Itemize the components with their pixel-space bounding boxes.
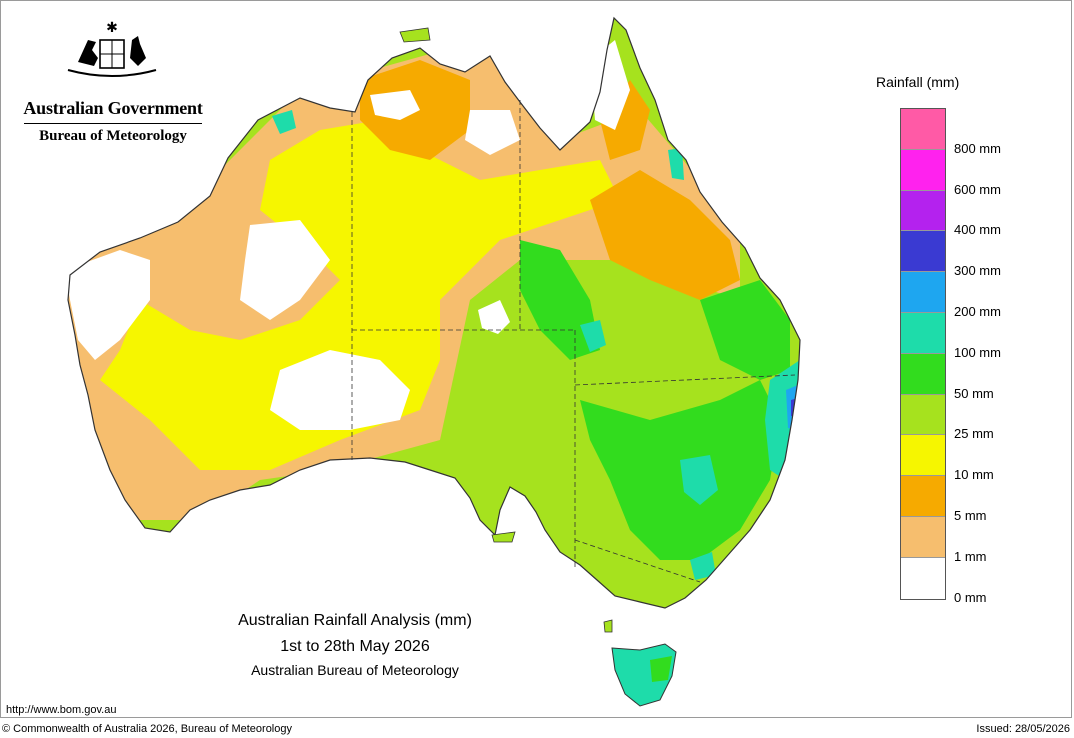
bureau-name: Bureau of Meteorology [39,128,187,144]
zone-100mm-kimberley [272,110,296,134]
zone-dry-central [478,300,510,334]
legend-label: 400 mm [954,222,1001,238]
map-title: Australian Rainfall Analysis (mm) [238,612,472,629]
kangaroo-figure [78,40,98,66]
tasmania-east-zone [650,656,672,682]
legend-label: 5 mm [954,508,987,523]
mainland [67,17,801,609]
legend-label: 300 mm [954,263,1001,279]
bom-url-link[interactable]: http://www.bom.gov.au [6,704,117,716]
zone-dry-top-end [465,110,520,155]
legend-swatch [901,516,945,558]
map-caption: Australian Rainfall Analysis (mm) 1st to… [190,612,520,678]
kangaroo-island [491,531,516,543]
legend-label: 50 mm [954,385,994,401]
zone-5mm-cape [600,80,650,160]
legend-swatch [901,190,945,232]
logo-divider [24,123,202,124]
zone-dry-kimberley [370,90,420,120]
copyright-notice: © Commonwealth of Australia 2026, Bureau… [2,723,292,735]
legend-swatch [901,353,945,395]
zone-50mm-southeast [580,380,780,560]
legend-swatch [901,435,945,477]
border-qld-nsw [574,374,796,386]
zone-100mm-gippsland [690,552,716,580]
zone-50mm-east [700,280,790,380]
map-period: 1st to 28th May 2026 [280,638,430,655]
legend-label: 25 mm [954,426,994,442]
legend-swatch [901,557,945,599]
zone-100mm-inland [680,455,718,505]
zone-10mm-band [100,120,620,470]
state-borders [351,100,796,583]
zone-5mm-northeast [590,170,740,300]
legend-swatch [901,109,945,150]
border-nsw-vic [574,539,701,583]
legend-label: 800 mm [954,140,1001,156]
legend-label: 0 mm [954,589,987,605]
legend-label: 1 mm [954,548,987,564]
zone-100mm-qld [580,320,606,352]
bom-logo: Australian Government Bureau of Meteorol… [18,18,208,145]
tasmania [611,643,677,707]
wattle-base [67,69,157,77]
emu-figure [130,36,146,66]
issued-date: Issued: 28/05/2026 [976,723,1070,735]
legend-swatch [901,476,945,517]
star-emblem: ✱ [106,20,118,36]
legend-label: 200 mm [954,304,1001,319]
legend-swatch [901,272,945,313]
legend-swatch [901,312,945,354]
bass-strait-island [603,619,613,633]
melville-island [399,27,431,43]
legend-label: 600 mm [954,181,1001,197]
legend-scale [900,108,946,600]
legend-title: Rainfall (mm) [876,74,960,90]
zone-dry-west [68,250,150,360]
map-source: Australian Bureau of Meteorology [251,662,459,678]
legend-swatch [901,231,945,273]
legend-label: 100 mm [954,344,1001,360]
zone-dry-central-west [240,220,330,320]
legend-swatch [901,149,945,191]
coat-of-arms: ✱ [67,20,157,77]
government-name: Australian Government [23,98,203,118]
legend-label: 10 mm [954,467,994,483]
zone-100mm-tropics [668,148,684,180]
zone-dry-south-central [270,350,410,430]
rainfall-zones [68,40,800,580]
islands [399,27,613,633]
legend-swatch [901,394,945,436]
